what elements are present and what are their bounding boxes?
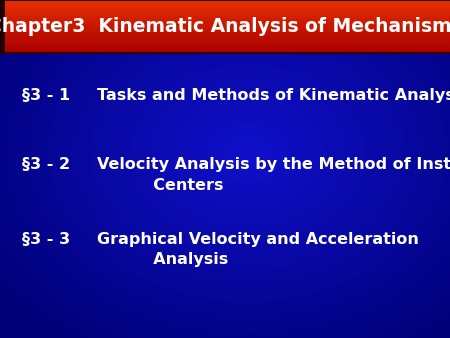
- Text: Tasks and Methods of Kinematic Analysis: Tasks and Methods of Kinematic Analysis: [97, 88, 450, 103]
- Text: Graphical Velocity and Acceleration
          Analysis: Graphical Velocity and Acceleration Anal…: [97, 232, 419, 267]
- Text: §3 - 1: §3 - 1: [22, 88, 71, 103]
- Bar: [0, 0, 5, 53]
- Text: Velocity Analysis by the Method of Instant
          Centers: Velocity Analysis by the Method of Insta…: [97, 157, 450, 193]
- Text: §3 - 3: §3 - 3: [22, 232, 71, 246]
- Text: Chapter3  Kinematic Analysis of Mechanisms: Chapter3 Kinematic Analysis of Mechanism…: [0, 17, 450, 36]
- Text: §3 - 2: §3 - 2: [22, 157, 71, 172]
